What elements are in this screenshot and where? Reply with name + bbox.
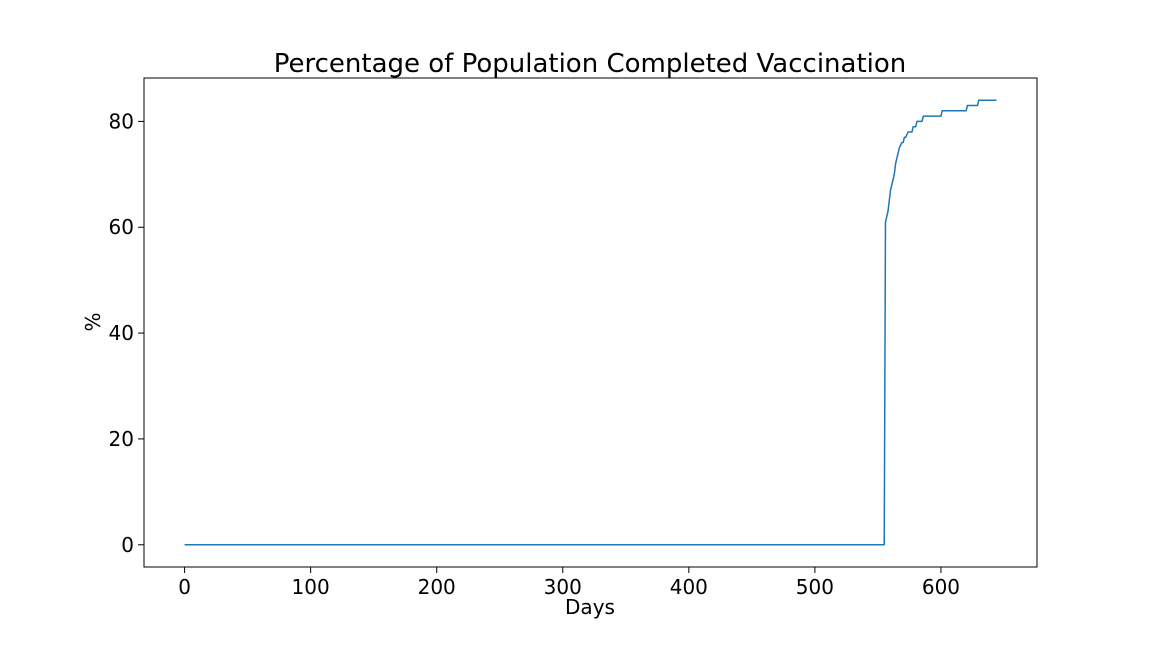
x-tick-label: 600 [922, 575, 960, 599]
x-axis-label: Days [565, 595, 615, 619]
x-tick-label: 200 [418, 575, 456, 599]
series-line [184, 99, 997, 546]
y-tick-label: 20 [109, 427, 134, 451]
plot-frame [143, 77, 1038, 568]
y-tick-label: 60 [109, 215, 134, 239]
y-tick-label: 80 [109, 109, 134, 133]
plot-area: 0 100 200 300 400 500 600 0 20 40 60 80 [109, 99, 997, 599]
y-axis-label: % [81, 312, 105, 331]
x-tick-label: 0 [178, 575, 191, 599]
chart-title: Percentage of Population Completed Vacci… [274, 49, 907, 79]
x-tick-label: 400 [670, 575, 708, 599]
x-tick-label: 500 [796, 575, 834, 599]
x-tick-label: 100 [292, 575, 330, 599]
x-tick-label: 300 [544, 575, 582, 599]
y-tick-label: 40 [109, 321, 134, 345]
y-tick-label: 0 [121, 533, 134, 557]
